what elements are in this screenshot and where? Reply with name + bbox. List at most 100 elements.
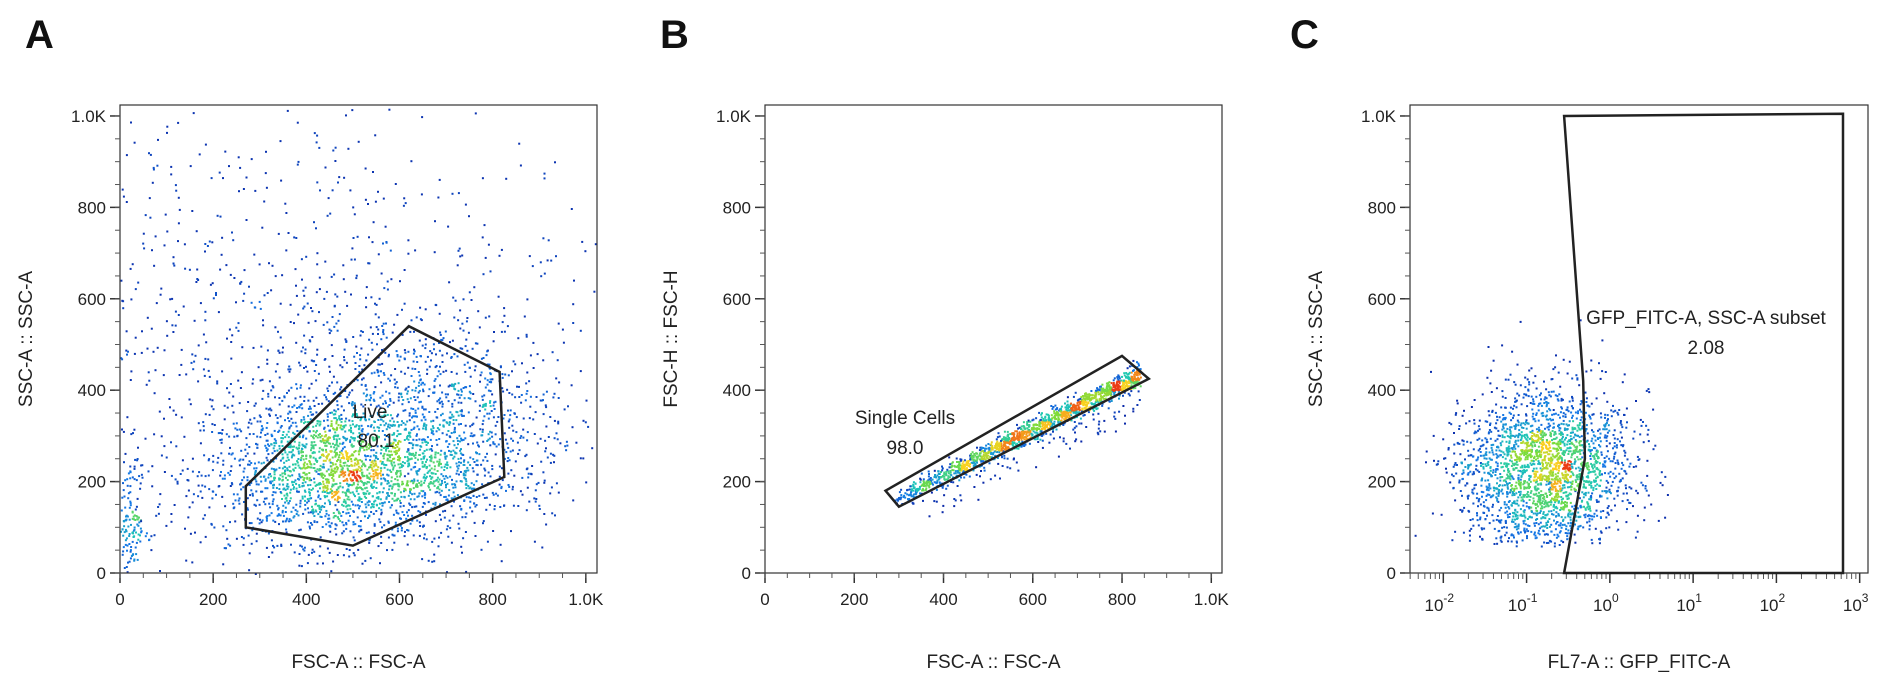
event-dot [304,490,307,493]
event-dot [1120,379,1123,382]
event-dot [445,440,448,443]
event-dot [295,425,298,428]
event-dot [380,370,382,373]
event-dot [1044,425,1047,428]
event-dot [914,490,917,493]
event-dot [322,489,325,492]
event-dot [383,424,386,427]
event-dot [320,508,323,511]
event-dot [301,497,304,500]
event-dot [288,420,291,423]
event-dot [353,474,356,477]
event-dot [1064,406,1067,409]
event-dot [469,500,472,503]
event-dot [350,500,353,503]
event-dot [407,484,409,487]
event-dot [414,249,417,252]
event-dot [383,524,386,527]
event-dot [381,325,384,327]
event-dot [150,549,153,552]
event-dot [226,387,228,390]
event-dot [228,473,231,476]
event-dot [140,351,143,354]
event-dot [492,441,495,444]
event-dot [271,503,274,506]
event-dot [473,487,476,490]
event-dot [336,329,339,332]
event-dot [339,451,341,454]
event-dot [331,470,334,473]
event-dot [328,517,331,520]
event-dot [397,413,400,416]
event-dot [1080,399,1083,402]
event-dot [946,468,949,471]
event-dot [546,456,549,459]
event-dot [545,390,548,393]
event-dot [329,461,332,464]
event-dot [359,358,362,361]
event-dot [452,449,455,452]
event-dot [189,165,192,168]
event-dot [421,438,424,441]
event-dot [375,464,378,467]
event-dot [403,490,405,493]
event-dot [557,397,560,399]
event-dot [270,409,273,412]
event-dot [182,305,185,308]
event-dot [303,471,306,474]
event-dot [364,464,367,467]
event-dot [1075,411,1078,414]
event-dot [520,394,523,396]
event-dot [491,468,494,471]
event-dot [394,447,397,449]
event-dot [473,369,476,372]
event-dot [261,397,264,400]
event-dot [187,489,190,492]
event-dot [327,514,330,517]
event-dot [236,428,239,431]
event-dot [505,451,508,454]
event-dot [312,445,315,448]
event-dot [1128,376,1130,379]
event-dot [340,471,343,474]
event-dot [478,494,481,497]
event-dot [386,549,388,552]
event-dot [358,370,361,373]
event-dot [380,477,383,480]
event-dot [240,488,243,491]
event-dot [367,262,370,265]
event-dot [449,421,452,424]
event-dot [380,448,383,451]
event-dot [1072,428,1075,431]
event-dot [432,343,435,346]
event-dot [451,339,454,342]
event-dot [950,474,953,477]
event-dot [336,554,339,556]
event-dot [136,497,139,500]
event-dot [321,472,324,475]
event-dot [527,472,530,475]
event-dot [374,499,377,502]
event-dot [377,190,379,193]
event-dot [211,469,214,472]
event-dot [1017,439,1020,441]
event-dot [347,511,350,514]
event-dot [316,490,319,493]
event-dot [454,299,457,302]
event-dot [185,373,188,376]
event-dot [271,264,274,267]
event-dot [418,534,421,537]
event-dot [386,492,389,494]
event-dot [438,461,441,463]
event-dot [315,435,317,438]
event-dot [380,535,383,538]
event-dot [1068,417,1071,420]
event-dot [396,313,399,316]
event-dot [377,472,380,475]
event-dot [274,520,277,523]
event-dot [323,297,326,300]
event-dot [556,359,559,362]
event-dot [1084,395,1087,398]
event-dot [382,402,385,405]
event-dot [293,551,296,554]
